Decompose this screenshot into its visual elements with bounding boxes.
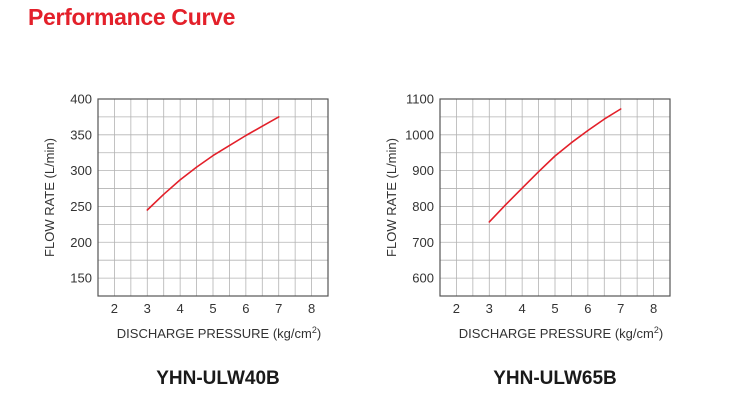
y-tick-label: 700 [412,235,434,250]
x-tick-label: 8 [308,301,315,316]
x-tick-label: 7 [275,301,282,316]
x-tick-label: 4 [177,301,184,316]
plot-frame [439,98,671,297]
x-axis-label: DISCHARGE PRESSURE (kg/cm2) [459,325,663,341]
x-tick-label: 2 [111,301,118,316]
y-tick-label: 1100 [406,92,434,107]
x-tick-label: 8 [650,301,657,316]
x-tick-label: 6 [242,301,249,316]
x-tick-label: 3 [486,301,493,316]
y-tick-label: 600 [412,271,434,286]
y-tick-label: 250 [70,199,92,214]
y-tick-label: 400 [70,92,92,107]
page-title: Performance Curve [28,4,236,30]
x-tick-label: 6 [584,301,591,316]
y-tick-label: 800 [412,199,434,214]
plot-frame [97,98,329,297]
series-line-1 [488,108,622,223]
x-tick-label: 3 [144,301,151,316]
y-axis-label: FLOW RATE (L/min) [42,138,57,257]
x-tick-label: 5 [209,301,216,316]
y-tick-label: 200 [70,235,92,250]
chart-2: 600 700 800 900 1000 1100 2 3 4 5 6 7 8 FLOW RATE (L/… [384,92,671,389]
y-tick-label: 1000 [405,127,434,142]
model-name: YHN-ULW65B [493,368,617,389]
x-axis-label: DISCHARGE PRESSURE (kg/cm2) [117,325,321,341]
x-tick-label: 2 [453,301,460,316]
model-name: YHN-ULW40B [156,368,280,389]
y-tick-label: 350 [70,127,92,142]
x-tick-label: 7 [617,301,624,316]
x-tick-label: 5 [551,301,558,316]
y-tick-label: 150 [70,271,92,286]
x-tick-label: 4 [519,301,526,316]
y-tick-label: 300 [70,163,92,178]
chart-1: 150 200 250 300 350 400 2 3 4 5 6 7 8 FLOW RATE (L/mi… [42,92,329,389]
y-tick-label: 900 [412,163,434,178]
y-axis-label: FLOW RATE (L/min) [384,138,399,257]
series-line-1 [146,116,280,211]
